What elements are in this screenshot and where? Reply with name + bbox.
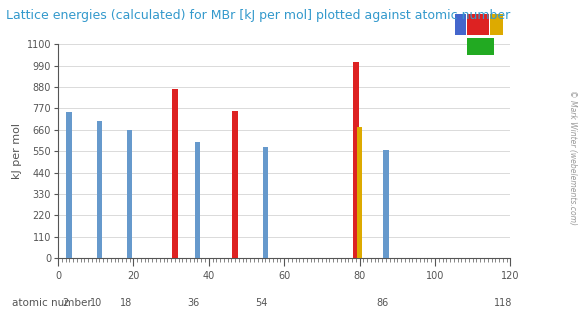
Bar	[455, 14, 466, 35]
Text: atomic number: atomic number	[12, 298, 92, 308]
Text: 36: 36	[187, 298, 200, 308]
Bar	[233, 111, 238, 258]
Text: Lattice energies (calculated) for MBr [kJ per mol] plotted against atomic number: Lattice energies (calculated) for MBr [k…	[6, 9, 510, 22]
Bar	[263, 147, 268, 258]
Bar	[383, 150, 389, 258]
Bar	[467, 14, 490, 35]
Bar	[97, 121, 102, 258]
Bar	[195, 142, 200, 258]
Text: 118: 118	[494, 298, 512, 308]
Text: © Mark Winter (webelements.com): © Mark Winter (webelements.com)	[568, 90, 577, 225]
Text: 86: 86	[376, 298, 389, 308]
Text: 54: 54	[255, 298, 268, 308]
Bar	[357, 127, 362, 258]
Bar	[353, 62, 358, 258]
Bar	[127, 130, 132, 258]
Text: 18: 18	[119, 298, 132, 308]
Bar	[172, 89, 177, 258]
Bar	[467, 38, 494, 55]
Text: 10: 10	[89, 298, 102, 308]
Bar	[67, 112, 72, 258]
Text: 2: 2	[63, 298, 68, 308]
Y-axis label: kJ per mol: kJ per mol	[12, 123, 23, 179]
Bar	[490, 14, 503, 35]
